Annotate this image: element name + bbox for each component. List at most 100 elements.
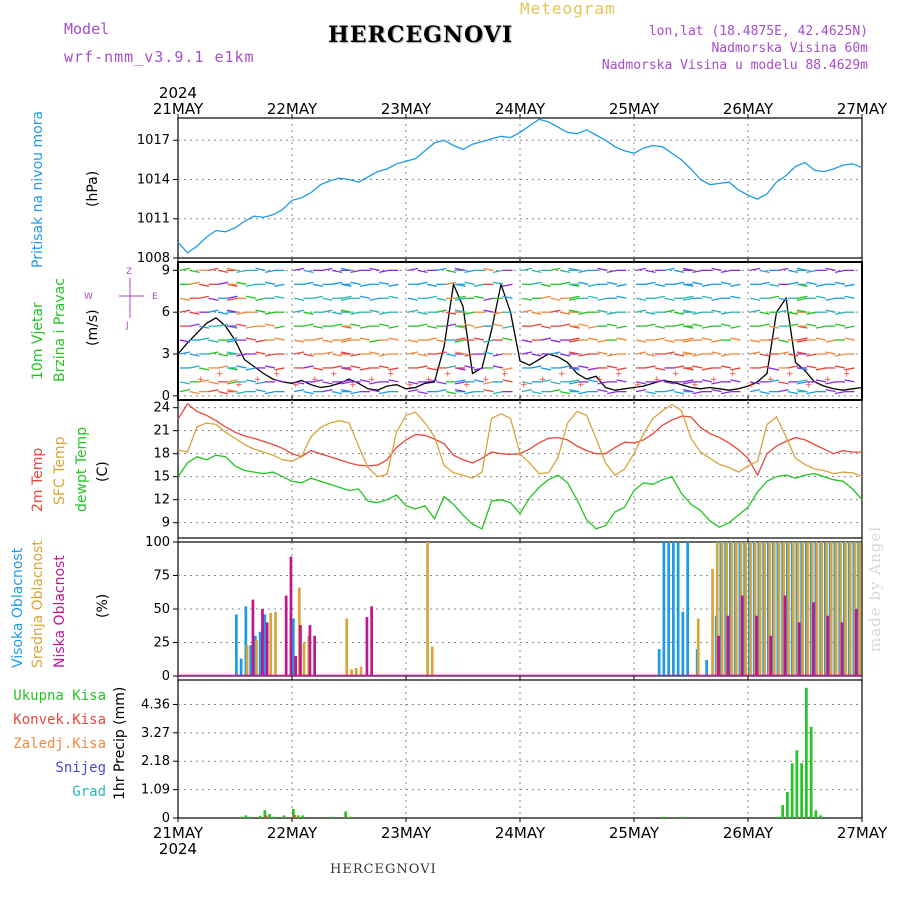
- wind-arrow: [359, 325, 371, 329]
- wind-arrow: [322, 309, 333, 313]
- wind-arrow: [711, 267, 722, 272]
- wind-arrow: [749, 297, 761, 301]
- bar: [249, 816, 252, 818]
- bar: [715, 542, 719, 676]
- bar: [681, 611, 685, 676]
- x-date-label-top: 27MAY: [837, 100, 888, 118]
- gust-marker: +: [824, 375, 832, 385]
- wind-arrow: [312, 325, 324, 329]
- wind-arrow: [255, 351, 266, 355]
- wind-arrow: [303, 311, 314, 315]
- bar: [839, 542, 843, 676]
- bar: [676, 542, 680, 676]
- bar: [245, 645, 249, 676]
- wind-arrow: [701, 295, 713, 299]
- wind-arrow: [340, 297, 352, 301]
- wind-arrow: [445, 281, 457, 285]
- wind-arrow: [426, 325, 438, 329]
- gust-marker: +: [482, 375, 490, 385]
- wind-arrow: [778, 309, 789, 313]
- wind-axis-label-2: Brzina i Pravac: [52, 278, 68, 382]
- wind-arrow: [407, 388, 419, 393]
- wind-arrow: [806, 323, 817, 327]
- bar: [768, 542, 771, 676]
- page-title: HERCEGNOVI: [328, 22, 514, 48]
- wind-arrow: [673, 365, 685, 369]
- wind-arrow: [473, 379, 485, 383]
- wind-arrow: [350, 323, 361, 327]
- wind-arrow: [378, 365, 390, 369]
- wind-arrow: [245, 325, 257, 329]
- gust-marker: +: [406, 380, 414, 390]
- wind-arrow: [673, 323, 685, 327]
- gust-marker: +: [197, 375, 205, 385]
- wind-arrow: [521, 381, 533, 385]
- wind-arrow: [369, 339, 380, 343]
- bar: [717, 635, 720, 676]
- bar: [261, 609, 264, 676]
- bar: [268, 814, 271, 818]
- gust-marker: +: [520, 380, 528, 390]
- wind-arrow: [711, 339, 722, 343]
- wind-arrow: [303, 269, 314, 274]
- wind-arrow: [436, 351, 447, 355]
- lonlat-label: lon,lat (18.4875E, 42.4625N): [648, 24, 868, 39]
- bar: [299, 625, 302, 676]
- x-date-label-bottom: 24MAY: [495, 824, 546, 842]
- wind-arrow: [720, 323, 732, 327]
- wind-arrow: [720, 390, 732, 395]
- bar: [430, 646, 434, 676]
- wind-arrow: [264, 311, 276, 315]
- bar: [292, 618, 295, 676]
- wind-arrow: [454, 297, 466, 301]
- wind-arrow: [473, 295, 485, 299]
- bar: [273, 816, 276, 818]
- bar: [790, 763, 794, 818]
- wind-arrow: [312, 367, 324, 371]
- wind-arrow: [759, 323, 770, 327]
- wind-arrow: [226, 339, 238, 343]
- wind-arrow: [645, 311, 656, 315]
- wind-arrow: [796, 351, 808, 355]
- temp-axis-label-2: SFC Temp: [52, 436, 68, 505]
- wind-arrow: [815, 295, 827, 299]
- gust-marker: +: [596, 375, 604, 385]
- bar: [244, 606, 248, 676]
- wind-arrow: [417, 323, 428, 327]
- wind-arrow: [312, 379, 324, 383]
- wind-arrow: [825, 381, 836, 385]
- gust-marker: +: [539, 375, 547, 385]
- wind-arrow: [293, 388, 305, 393]
- wind-arrow: [759, 311, 770, 315]
- wind-arrow: [559, 269, 571, 274]
- wind-arrow: [350, 390, 361, 395]
- wind-arrow: [502, 295, 513, 299]
- bar-series-srednja-oblacnost: [245, 542, 862, 676]
- wind-arrow: [189, 269, 200, 274]
- wind-arrow: [778, 297, 789, 301]
- y-tick-label: 75: [153, 569, 170, 584]
- wind-arrow: [531, 390, 542, 395]
- wind-arrow: [227, 295, 238, 299]
- wind-arrow: [322, 388, 333, 393]
- wind-arrow: [483, 381, 494, 385]
- y-tick-label: 25: [153, 636, 170, 651]
- wind-arrow: [492, 353, 504, 357]
- wind-arrow: [797, 295, 808, 299]
- wind-arrow: [550, 267, 561, 272]
- wind-arrow: [682, 267, 694, 272]
- y-tick-label: 0: [162, 811, 170, 826]
- wind-arrow: [711, 388, 722, 393]
- wind-arrow: [340, 351, 352, 355]
- temp-axis-label-1: 2m Temp: [30, 448, 46, 512]
- bar: [258, 815, 262, 818]
- wind-arrow: [236, 323, 247, 327]
- wind-arrow: [664, 381, 675, 385]
- gust-marker: +: [292, 380, 300, 390]
- bar: [258, 631, 262, 676]
- wind-arrow: [796, 267, 808, 272]
- wind-arrow: [208, 309, 219, 313]
- compass-e: E: [152, 292, 158, 302]
- gust-marker: +: [729, 369, 737, 379]
- wind-arrow: [454, 351, 466, 355]
